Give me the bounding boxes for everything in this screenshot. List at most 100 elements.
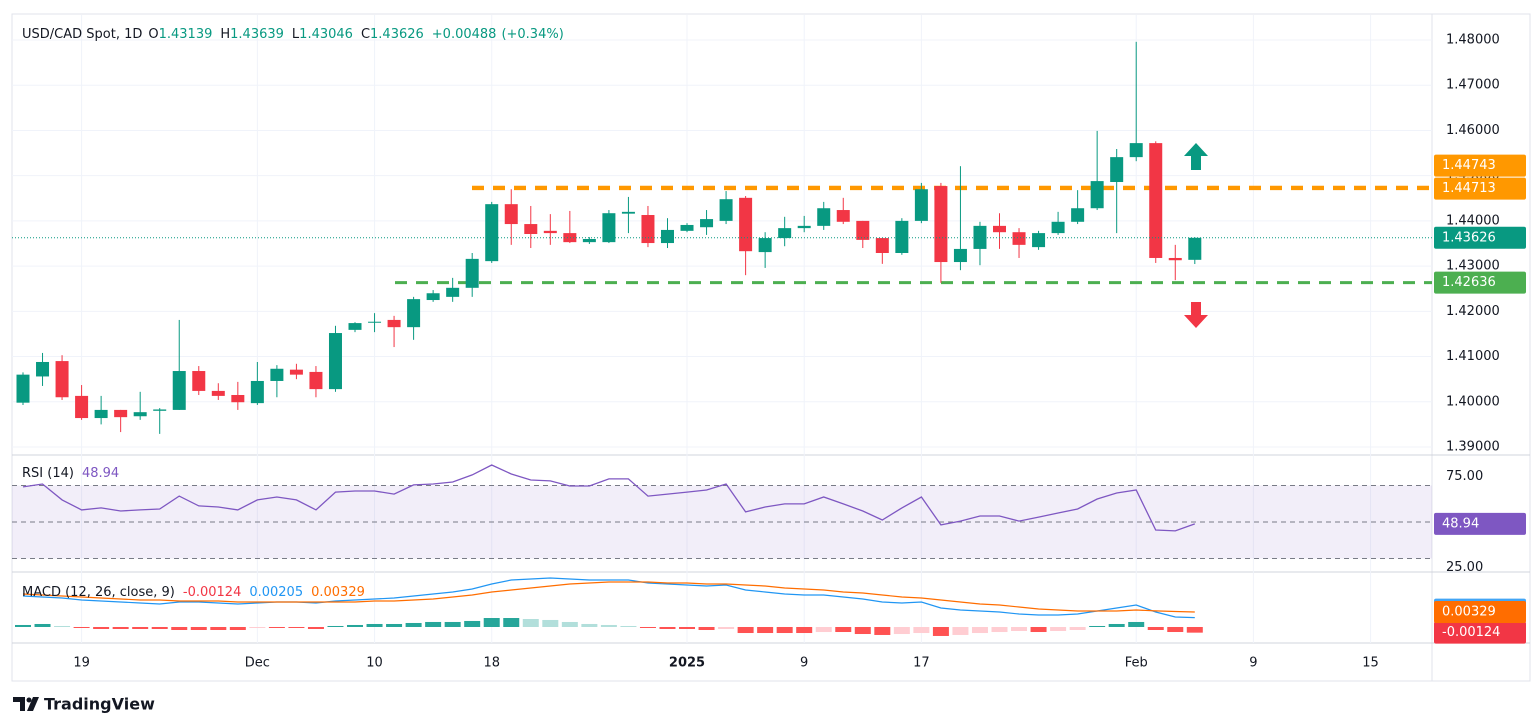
candle-body — [114, 409, 128, 418]
candle-body — [270, 368, 284, 381]
x-tick-label: 15 — [1362, 656, 1379, 671]
histogram-bar — [737, 626, 754, 634]
histogram-bar — [542, 619, 559, 627]
x-tick-label: Feb — [1125, 656, 1148, 671]
signal-value-label: 0.00329 — [1442, 604, 1496, 619]
labels: 1.480001.470001.460001.450001.440001.430… — [22, 27, 1526, 671]
candle-body — [856, 220, 870, 240]
histogram-bar — [776, 626, 793, 634]
candle-body — [387, 319, 401, 328]
candle-body — [1188, 237, 1202, 260]
histogram-bar — [503, 618, 520, 627]
candle-body — [895, 220, 909, 253]
change: +0.00488 — [432, 27, 497, 42]
histogram-bar — [54, 625, 71, 627]
candle-body — [348, 323, 362, 330]
histogram-bar — [991, 626, 1008, 633]
candle-body — [407, 299, 421, 328]
macd-legend: MACD (12, 26, close, 9) -0.00124 0.00205 0.… — [22, 585, 365, 600]
histogram-bar — [1186, 626, 1203, 633]
candle-body — [1110, 157, 1124, 183]
candle-body — [993, 225, 1006, 233]
histogram-bar — [815, 626, 832, 633]
candle-body — [778, 228, 792, 239]
rsi-tick-label: 25.00 — [1446, 560, 1483, 575]
candle-body — [543, 230, 557, 234]
histogram-bar — [307, 626, 324, 630]
histogram-bar — [620, 625, 637, 627]
histogram-bar — [1069, 626, 1086, 631]
histogram-bar — [698, 626, 715, 631]
histogram-bar — [327, 625, 344, 627]
histogram-bar — [171, 626, 188, 631]
histogram-bar — [1108, 623, 1125, 627]
change-pct: (+0.34%) — [501, 27, 563, 42]
candle-body — [133, 412, 147, 417]
rsi-tick-label: 75.00 — [1446, 469, 1483, 484]
candle-body — [797, 225, 811, 229]
histogram-bar — [268, 626, 285, 628]
histogram-bar — [366, 623, 383, 627]
histogram-bar — [1167, 626, 1184, 633]
histogram-bar — [952, 626, 969, 635]
candle-body — [934, 186, 948, 263]
histogram-bar — [73, 626, 90, 628]
candle-body — [1071, 208, 1085, 222]
histogram-value: -0.00124 — [183, 585, 241, 600]
histogram-bar — [347, 624, 364, 627]
candle-body — [719, 199, 733, 221]
histogram-bar — [15, 624, 31, 627]
histogram-bar — [561, 621, 578, 627]
ohlc-letter: H — [220, 27, 230, 42]
candle-body — [563, 233, 577, 243]
histogram-bar — [971, 626, 988, 634]
histogram-bar — [757, 626, 774, 634]
candle-body — [1149, 143, 1163, 258]
candle-body — [289, 369, 303, 375]
histogram-bar — [581, 623, 598, 627]
histogram-bar — [659, 626, 676, 630]
histogram-bar — [1050, 626, 1067, 632]
y-tick-label: 1.42000 — [1446, 304, 1500, 319]
x-tick-label: 18 — [483, 656, 500, 671]
histogram-bar — [932, 626, 949, 636]
y-tick-label: 1.47000 — [1446, 78, 1500, 93]
macd-name: MACD (12, 26, close, 9) — [22, 585, 175, 600]
rsi-name: RSI (14) — [22, 466, 74, 481]
up-arrow — [1184, 143, 1208, 170]
macd-line — [22, 577, 1195, 619]
x-tick-label: 9 — [800, 656, 808, 671]
candle-body — [739, 197, 753, 252]
histogram-bar — [835, 626, 852, 633]
candle-body — [172, 371, 186, 410]
y-tick-label: 1.43000 — [1446, 259, 1500, 274]
macd-value: 0.00205 — [249, 585, 303, 600]
histogram-bar — [796, 626, 813, 634]
y-tick-label: 1.44000 — [1446, 213, 1500, 228]
candle-body — [485, 204, 499, 262]
ohlc-value: 1.43639 — [230, 27, 284, 42]
candle-body — [75, 395, 89, 419]
rsi-value-label: 48.94 — [1442, 516, 1479, 531]
histogram-bar — [405, 622, 422, 627]
legend: USD/CAD Spot, 1D O1.43139 H1.43639 L1.43046… — [22, 27, 564, 42]
brand-logo — [13, 697, 39, 711]
candle-body — [328, 333, 342, 390]
candle-body — [504, 204, 518, 225]
level-label-box — [1434, 154, 1526, 177]
signal-line — [22, 581, 1195, 613]
candle-body — [55, 361, 69, 398]
ohlc-letter: O — [148, 27, 158, 42]
histogram-bar — [1089, 625, 1106, 627]
histogram-bar — [386, 623, 403, 627]
histogram-bar — [190, 626, 207, 631]
signal-value-label-box — [1434, 600, 1526, 623]
candle-body — [94, 409, 108, 419]
plot — [12, 41, 1432, 636]
candle-body — [231, 394, 245, 403]
y-tick-label: 1.48000 — [1446, 33, 1500, 48]
brand-name: TradingView — [44, 695, 155, 714]
x-tick-label: 2025 — [669, 656, 705, 671]
